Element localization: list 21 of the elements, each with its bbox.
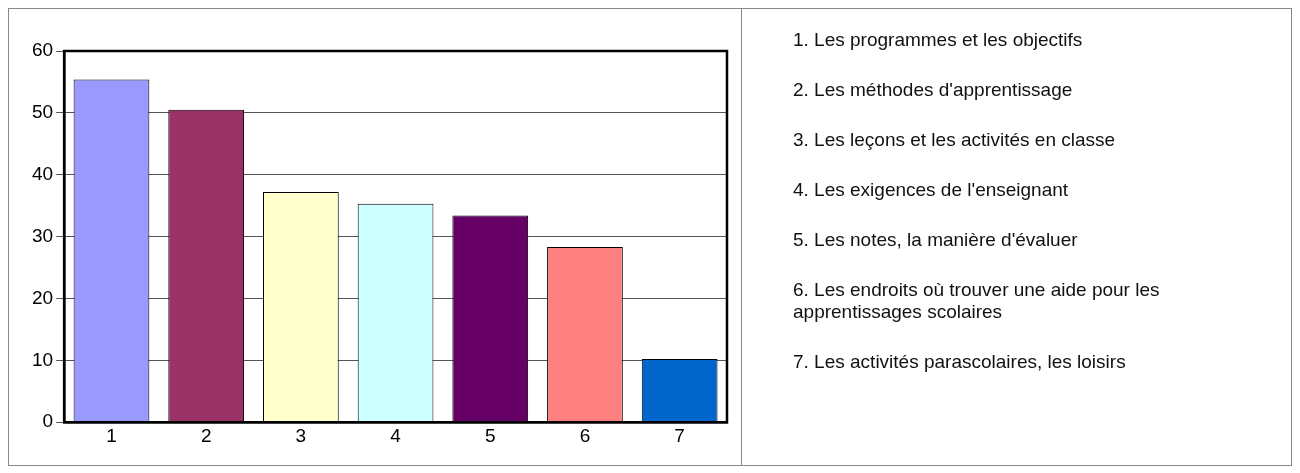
x-tick-label: 4 — [390, 424, 402, 446]
text: 2. Les méthodes d'apprentissage — [792, 79, 1074, 101]
text: 1. Les programmes et les objectifs — [792, 29, 1084, 51]
text: 3. Les leçons et les activités en classe — [792, 129, 1117, 151]
y-tick-label: 0 — [42, 410, 54, 432]
text: 7. Les activités parascolaires, les loisirs — [792, 351, 1127, 373]
y-tick-label: 30 — [31, 224, 54, 246]
y-tick-label: 10 — [31, 348, 54, 370]
y-tick-label: 60 — [31, 39, 54, 61]
x-tick-label: 3 — [295, 424, 307, 446]
text: 4. Les exigences de l'enseignant — [792, 179, 1070, 201]
text: 6. Les endroits où trouver une aide pour les apprentissages scolaires — [792, 279, 1161, 323]
y-tick-label: 40 — [31, 162, 54, 184]
x-tick-label: 6 — [579, 424, 591, 446]
text: 5. Les notes, la manière d'évaluer — [792, 229, 1079, 251]
x-tick-label: 7 — [674, 424, 685, 446]
y-tick-label: 20 — [31, 286, 54, 308]
x-tick-label: 2 — [200, 424, 212, 446]
x-tick-label: 1 — [106, 424, 117, 446]
y-tick-label: 50 — [31, 101, 54, 123]
x-tick-label: 5 — [484, 424, 496, 446]
